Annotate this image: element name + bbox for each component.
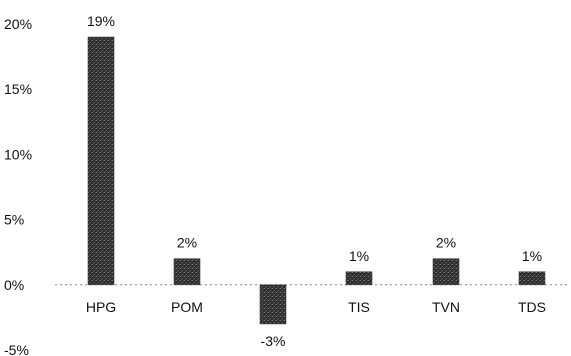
data-label: 1%	[349, 248, 369, 264]
data-label: 1%	[522, 248, 542, 264]
bar	[345, 271, 373, 286]
data-label: 2%	[177, 235, 197, 251]
y-axis: 20% 15% 10% 5% 0% -5%	[4, 16, 32, 356]
data-label: -3%	[261, 333, 286, 349]
category-label: POM	[171, 299, 203, 315]
bar	[432, 258, 460, 286]
y-tick-label: 5%	[4, 212, 24, 228]
category-label: TIS	[348, 299, 370, 315]
category-label: TVN	[432, 299, 460, 315]
y-tick-label: 10%	[4, 146, 32, 162]
data-label: 2%	[436, 235, 456, 251]
category-label: HPG	[86, 299, 116, 315]
data-label: 19%	[87, 13, 115, 29]
y-tick-label: 0%	[4, 277, 24, 293]
bar	[87, 36, 115, 286]
y-tick-label: -5%	[4, 342, 29, 356]
y-tick-label: 20%	[4, 16, 32, 32]
bar	[518, 271, 546, 286]
bar	[173, 258, 201, 286]
category-labels: HPG POM TIS TVN TDS	[86, 299, 546, 315]
bar-series	[87, 36, 546, 325]
data-labels: 19% 2% -3% 1% 2% 1%	[87, 13, 542, 349]
category-label: TDS	[518, 299, 546, 315]
y-tick-label: 15%	[4, 81, 32, 97]
bar	[259, 284, 287, 325]
